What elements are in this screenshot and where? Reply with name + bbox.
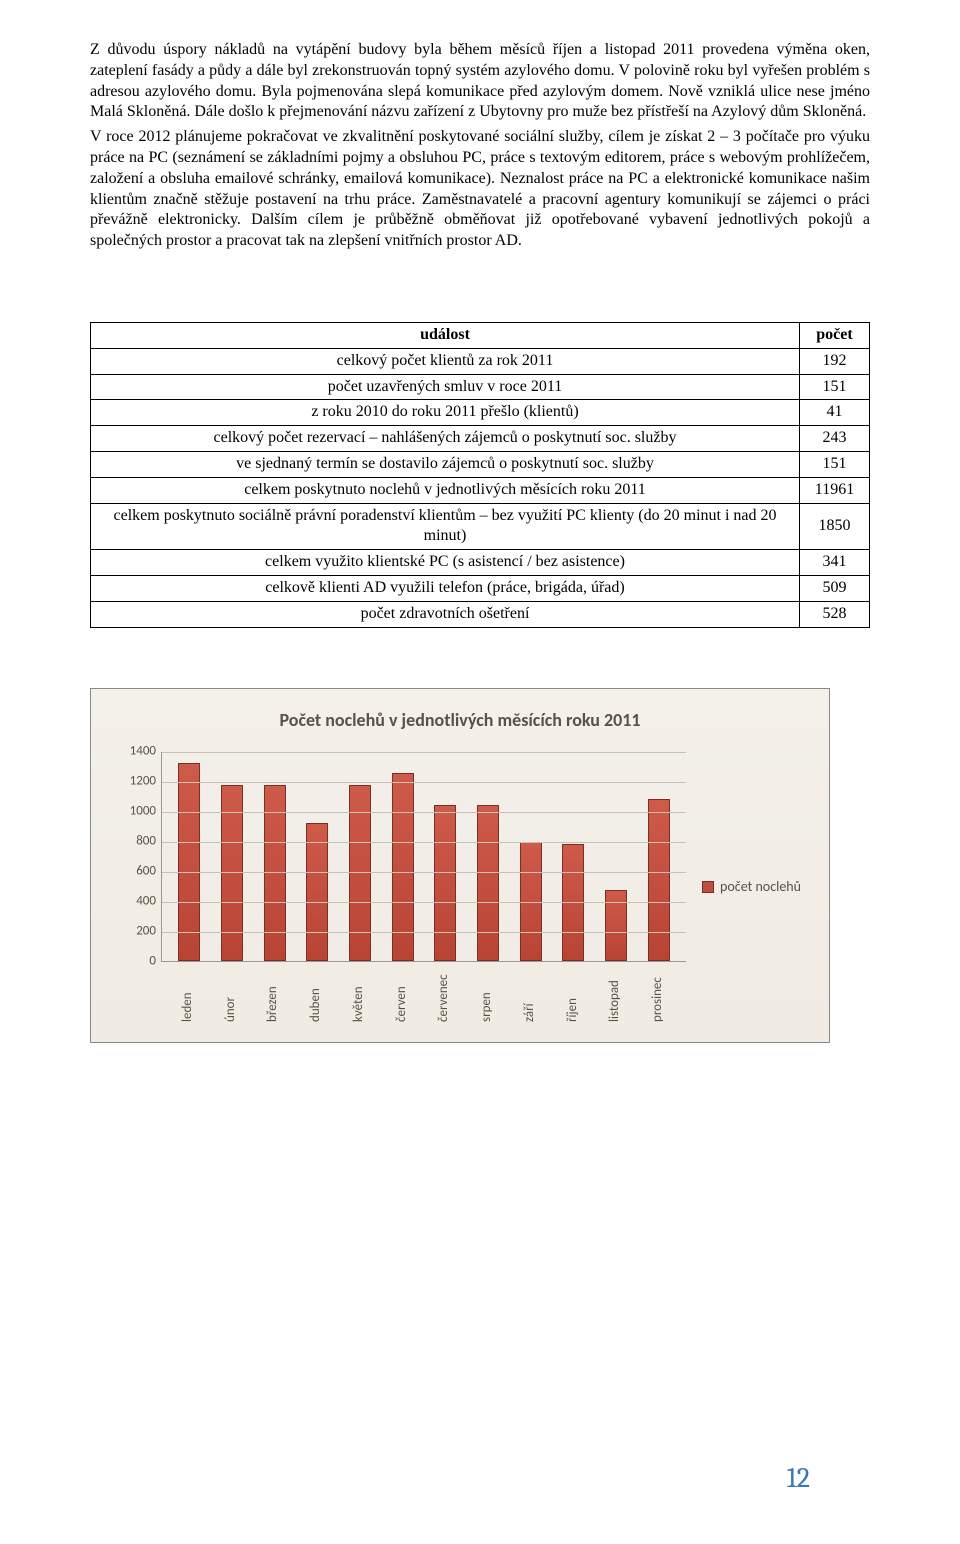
chart-ytick: 600 <box>112 863 156 880</box>
chart-gridline <box>162 872 686 873</box>
chart-bar <box>306 823 328 961</box>
table-row: celkem poskytnuto sociálně právní porade… <box>91 503 870 550</box>
chart-xlabel-slot: září <box>509 966 552 1022</box>
chart-ytick: 1200 <box>112 773 156 790</box>
table-cell-count: 151 <box>800 374 870 400</box>
table-cell-event: ve sjednaný termín se dostavilo zájemců … <box>91 451 800 477</box>
table-cell-count: 151 <box>800 451 870 477</box>
table-row: celkový počet klientů za rok 2011192 <box>91 348 870 374</box>
chart-xlabel-slot: květen <box>338 966 381 1022</box>
table-cell-event: z roku 2010 do roku 2011 přešlo (klientů… <box>91 400 800 426</box>
chart-xlabel: červen <box>394 966 411 1022</box>
chart-ytick: 1000 <box>112 803 156 820</box>
chart-ytick: 1400 <box>112 743 156 760</box>
chart-ytick: 0 <box>112 953 156 970</box>
chart-xlabel: květen <box>351 966 368 1022</box>
table-row: počet uzavřených smluv v roce 2011151 <box>91 374 870 400</box>
table-row: celkem využito klientské PC (s asistencí… <box>91 550 870 576</box>
table-row: celkově klienti AD využili telefon (prác… <box>91 575 870 601</box>
chart-gridline <box>162 932 686 933</box>
body-paragraph-1: Z důvodu úspory nákladů na vytápění budo… <box>90 40 870 123</box>
chart-gridline <box>162 752 686 753</box>
chart-gridline <box>162 812 686 813</box>
chart-xlabel: září <box>522 966 539 1022</box>
chart-bar <box>648 799 670 961</box>
chart-ytick: 200 <box>112 923 156 940</box>
table-cell-event: celkově klienti AD využili telefon (prác… <box>91 575 800 601</box>
chart-xlabel-slot: leden <box>167 966 210 1022</box>
chart-xlabel-slot: červen <box>381 966 424 1022</box>
table-cell-event: celkový počet klientů za rok 2011 <box>91 348 800 374</box>
stats-table: událost počet celkový počet klientů za r… <box>90 322 870 628</box>
chart-xlabel-slot: březen <box>253 966 296 1022</box>
stats-table-wrap: událost počet celkový počet klientů za r… <box>90 322 870 628</box>
chart-xlabel: březen <box>265 966 282 1022</box>
chart-bar-slot <box>637 799 680 961</box>
chart-bar-slot <box>467 805 510 961</box>
table-cell-count: 192 <box>800 348 870 374</box>
table-row: celkový počet rezervací – nahlášených zá… <box>91 426 870 452</box>
table-cell-event: počet uzavřených smluv v roce 2011 <box>91 374 800 400</box>
chart-gridline <box>162 902 686 903</box>
chart-xlabel: prosinec <box>650 966 667 1022</box>
table-header-row: událost počet <box>91 322 870 348</box>
table-cell-event: počet zdravotních ošetření <box>91 601 800 627</box>
chart-xlabel-slot: prosinec <box>637 966 680 1022</box>
chart-xlabel-slot: listopad <box>595 966 638 1022</box>
table-row: počet zdravotních ošetření528 <box>91 601 870 627</box>
header-event: událost <box>91 322 800 348</box>
chart-xlabel: říjen <box>565 966 582 1022</box>
table-cell-count: 528 <box>800 601 870 627</box>
table-row: z roku 2010 do roku 2011 přešlo (klientů… <box>91 400 870 426</box>
body-paragraph-2: V roce 2012 plánujeme pokračovat ve zkva… <box>90 127 870 252</box>
table-cell-count: 1850 <box>800 503 870 550</box>
chart-xlabel-slot: únor <box>210 966 253 1022</box>
chart-bar-slot <box>296 823 339 961</box>
chart-xlabel: listopad <box>607 966 624 1022</box>
table-row: celkem poskytnuto noclehů v jednotlivých… <box>91 477 870 503</box>
chart-xlabel: únor <box>223 966 240 1022</box>
chart-gridline <box>162 842 686 843</box>
legend-label: počet noclehů <box>720 878 801 896</box>
table-cell-count: 243 <box>800 426 870 452</box>
chart-bar-slot <box>424 805 467 961</box>
chart-xlabel: červenec <box>436 966 453 1022</box>
chart-bar <box>477 805 499 961</box>
table-cell-event: celkem využito klientské PC (s asistencí… <box>91 550 800 576</box>
table-cell-count: 509 <box>800 575 870 601</box>
chart-xlabel: leden <box>180 966 197 1022</box>
chart-xlabel-slot: srpen <box>466 966 509 1022</box>
table-cell-event: celkový počet rezervací – nahlášených zá… <box>91 426 800 452</box>
table-cell-event: celkem poskytnuto noclehů v jednotlivých… <box>91 477 800 503</box>
chart-xlabel-slot: červenec <box>424 966 467 1022</box>
chart-xlabel-slot: duben <box>295 966 338 1022</box>
chart-plot-area: 0200400600800100012001400 <box>161 752 686 962</box>
chart-ytick: 400 <box>112 893 156 910</box>
page-number: 12 <box>787 1460 810 1496</box>
chart-bar <box>434 805 456 961</box>
chart-legend: počet noclehů <box>686 752 809 1022</box>
chart-gridline <box>162 782 686 783</box>
chart-xlabel-slot: říjen <box>552 966 595 1022</box>
nights-chart: Počet noclehů v jednotlivých měsících ro… <box>90 688 830 1043</box>
chart-xlabel: srpen <box>479 966 496 1022</box>
table-cell-count: 11961 <box>800 477 870 503</box>
chart-title: Počet noclehů v jednotlivých měsících ro… <box>111 709 809 732</box>
legend-swatch <box>702 881 714 893</box>
header-count: počet <box>800 322 870 348</box>
chart-ytick: 800 <box>112 833 156 850</box>
chart-xlabel: duben <box>308 966 325 1022</box>
table-row: ve sjednaný termín se dostavilo zájemců … <box>91 451 870 477</box>
table-cell-count: 341 <box>800 550 870 576</box>
table-cell-count: 41 <box>800 400 870 426</box>
table-cell-event: celkem poskytnuto sociálně právní porade… <box>91 503 800 550</box>
